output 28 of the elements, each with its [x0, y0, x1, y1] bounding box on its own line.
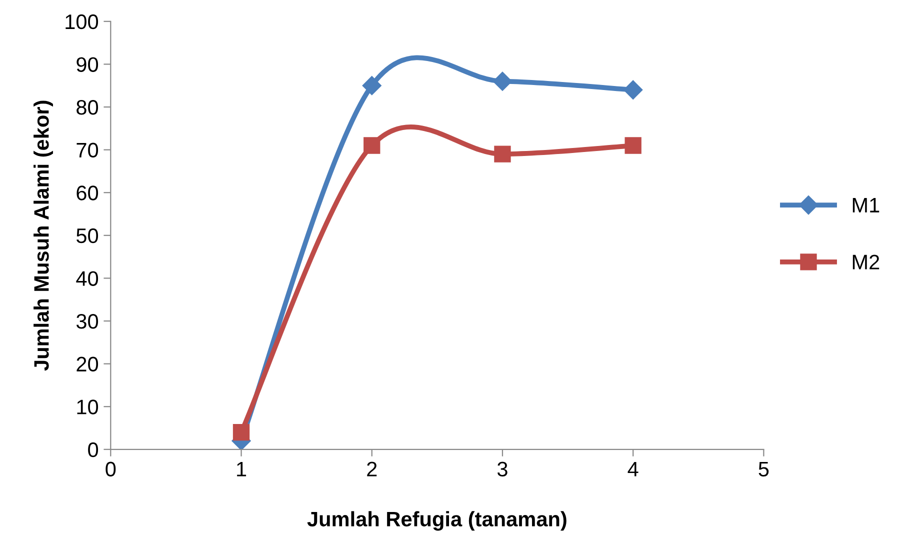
point [232, 424, 250, 441]
x-tick-label: 4 [628, 462, 638, 476]
y-tick-label: 10 [77, 400, 98, 414]
point [362, 76, 382, 96]
x-tick-label: 0 [106, 462, 116, 477]
y-tick-label: 90 [76, 57, 98, 72]
y-tick-label: 40 [76, 271, 98, 286]
y-axis-title: Jumlah Musuh Alami (ekor) [34, 100, 53, 371]
legend-label: M1 [852, 198, 880, 212]
x-tick-label: 5 [758, 462, 769, 477]
y-tick-label: 20 [76, 356, 98, 372]
y-tick-label: 30 [76, 314, 98, 329]
x-tick-label: 2 [367, 462, 377, 476]
point [364, 137, 380, 154]
y-tick-label: 100 [66, 14, 98, 30]
legend-label: M2 [852, 254, 880, 270]
point [492, 72, 512, 91]
point [624, 137, 642, 154]
x-tick-label: 3 [497, 462, 508, 477]
y-tick-label: 0 [88, 442, 98, 458]
y-tick-label: 60 [76, 186, 98, 200]
y-tick-label: 50 [76, 228, 98, 244]
x-tick-label: 1 [237, 462, 246, 476]
point [624, 80, 643, 100]
y-tick-label: 70 [76, 142, 98, 158]
y-tick-label: 80 [76, 100, 98, 115]
point [494, 146, 511, 162]
x-axis-title: Jumlah Refugia (tanaman) [307, 511, 566, 531]
